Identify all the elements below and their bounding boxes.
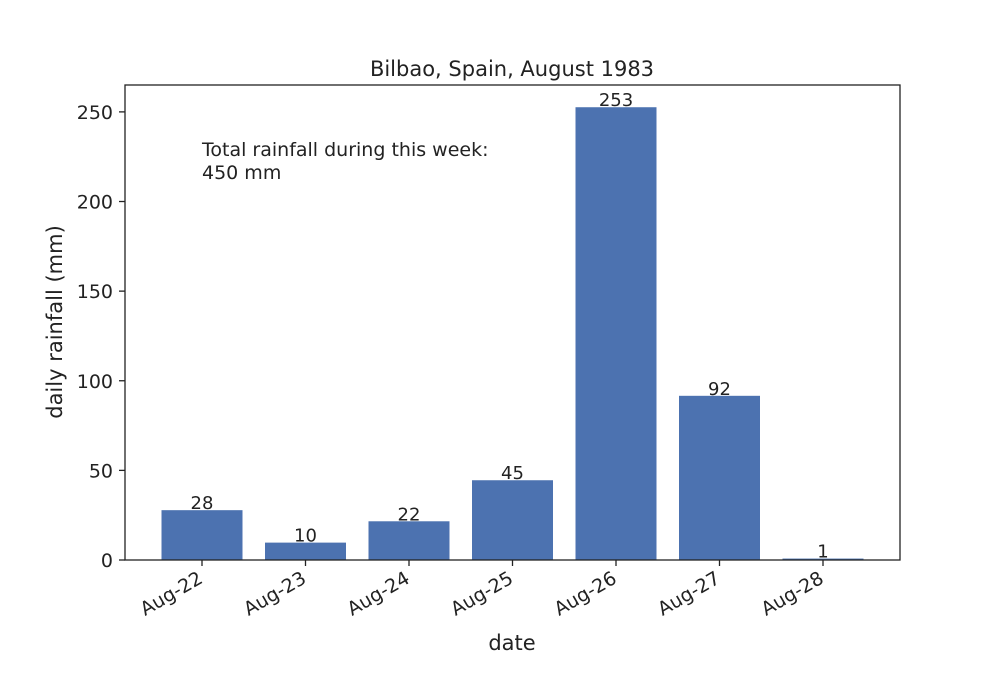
y-axis-title: daily rainfall (mm) (43, 225, 67, 419)
bar-aug-24 (368, 521, 450, 560)
bar-aug-25 (472, 480, 553, 560)
x-tick-label: Aug-22 (136, 567, 206, 620)
annotation-line-1: Total rainfall during this week: (201, 139, 488, 161)
bar-labels-group: 28 10 22 45 253 92 1 (191, 90, 829, 562)
bar-aug-28 (782, 558, 864, 560)
y-tick-label: 200 (77, 192, 113, 214)
bar-value-label: 45 (501, 463, 524, 484)
bar-value-label: 1 (817, 542, 828, 563)
bar-value-label: 92 (708, 379, 731, 400)
y-tick-label: 0 (101, 550, 113, 572)
y-tick-label: 250 (77, 102, 113, 124)
bar-aug-22 (161, 510, 243, 560)
bar-value-label: 22 (398, 504, 421, 525)
bar-value-label: 253 (599, 90, 633, 111)
x-tick-label: Aug-25 (447, 567, 517, 620)
y-axis: 0 50 100 150 200 250 (77, 102, 125, 572)
y-tick-label: 100 (77, 371, 113, 393)
x-tick-label: Aug-26 (550, 567, 620, 620)
x-tick-label: Aug-24 (343, 567, 413, 620)
y-tick-label: 150 (77, 281, 113, 303)
bar-value-label: 28 (191, 493, 214, 514)
bar-aug-26 (575, 107, 657, 561)
plot-frame (124, 84, 901, 561)
x-tick-label: Aug-28 (757, 567, 827, 620)
bars-group (161, 107, 864, 561)
x-tick-label: Aug-27 (654, 567, 724, 620)
y-tick-label: 50 (89, 460, 113, 482)
bar-aug-23 (265, 542, 346, 560)
annotation-line-2: 450 mm (202, 162, 281, 184)
chart-title: Bilbao, Spain, August 1983 (370, 57, 654, 81)
x-axis: Aug-22 Aug-23 Aug-24 Aug-25 Aug-26 Aug-27 Aug-… (136, 560, 828, 620)
x-tick-label: Aug-23 (240, 567, 310, 620)
x-axis-title: date (488, 631, 535, 655)
bar-value-label: 10 (294, 526, 317, 547)
bar-aug-27 (679, 395, 760, 560)
